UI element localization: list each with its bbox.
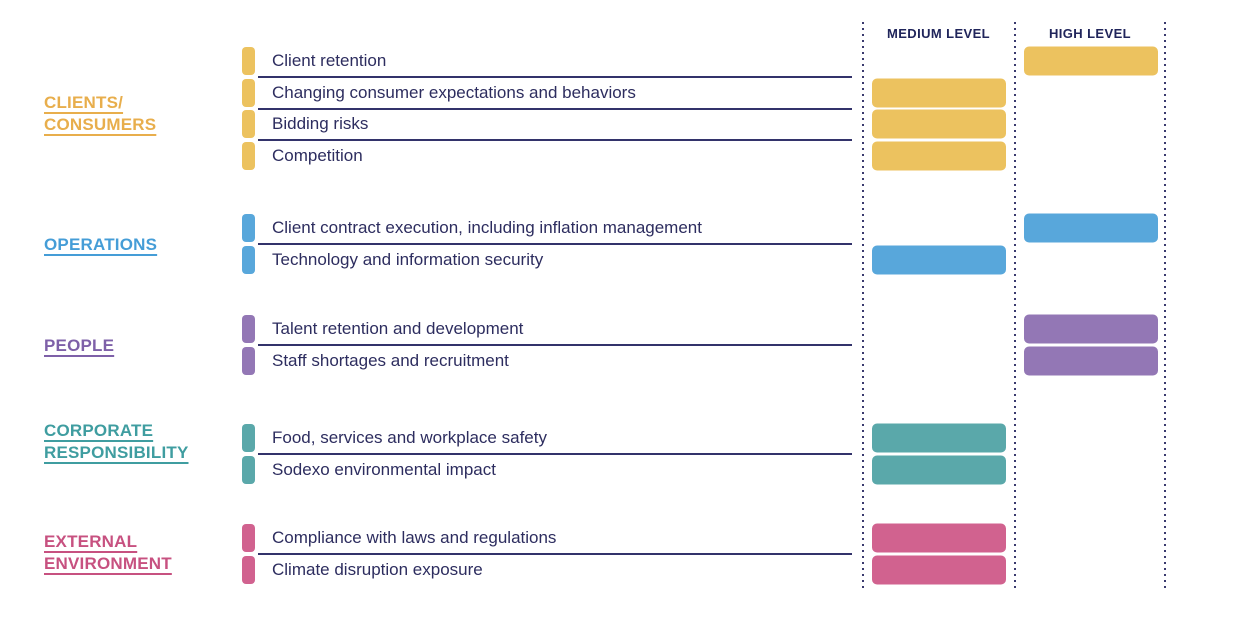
risk-level-bar-high bbox=[1024, 314, 1158, 344]
category-label-line[interactable]: PEOPLE bbox=[44, 336, 115, 355]
category-label-external-environment[interactable]: EXTERNAL ENVIRONMENT bbox=[44, 531, 254, 575]
dotted-separator-middle bbox=[1014, 22, 1016, 588]
row-divider bbox=[258, 107, 852, 110]
dotted-separator-right bbox=[1164, 22, 1166, 588]
category-color-chip bbox=[242, 142, 255, 171]
risk-label: Client retention bbox=[272, 50, 387, 70]
category-label-line[interactable]: EXTERNAL bbox=[44, 532, 138, 551]
risk-group-people: Talent retention and development Staff s… bbox=[0, 313, 1240, 377]
risk-row: Client contract execution, including inf… bbox=[0, 212, 1240, 245]
risk-label: Client contract execution, including inf… bbox=[272, 218, 702, 237]
risk-level-bar-medium bbox=[872, 555, 1006, 585]
risk-level-bar-medium bbox=[872, 78, 1006, 108]
row-divider bbox=[258, 344, 852, 346]
category-color-chip bbox=[242, 424, 255, 452]
risk-row: Technology and information security bbox=[0, 244, 1240, 276]
category-color-chip bbox=[242, 78, 255, 107]
risk-row: Competition bbox=[0, 140, 1240, 172]
risk-level-bar-medium bbox=[872, 109, 1006, 139]
category-label-line[interactable]: RESPONSIBILITY bbox=[44, 443, 189, 462]
risk-label: Changing consumer expectations and behav… bbox=[272, 82, 636, 102]
category-color-chip bbox=[242, 556, 255, 584]
risk-level-bar-high bbox=[1024, 213, 1158, 243]
category-color-chip bbox=[242, 46, 255, 75]
risk-group-external-environment: Compliance with laws and regulations Cli… bbox=[0, 522, 1240, 586]
row-divider bbox=[258, 553, 852, 555]
risk-group-clients-consumers: Client retention Changing consumer expec… bbox=[0, 45, 1240, 172]
category-color-chip bbox=[242, 524, 255, 552]
category-label-corporate-responsibility[interactable]: CORPORATE RESPONSIBILITY bbox=[44, 420, 254, 464]
category-color-chip bbox=[242, 110, 255, 139]
category-color-chip bbox=[242, 315, 255, 343]
category-color-chip bbox=[242, 246, 255, 274]
risk-level-bar-high bbox=[1024, 346, 1158, 376]
category-label-line[interactable]: CLIENTS/ bbox=[44, 93, 124, 112]
risk-group-operations: Client contract execution, including inf… bbox=[0, 212, 1240, 276]
category-color-chip bbox=[242, 456, 255, 484]
risk-level-bar-medium bbox=[872, 245, 1006, 275]
high-level-column-header: HIGH LEVEL bbox=[1048, 26, 1131, 41]
row-divider bbox=[258, 75, 852, 78]
risk-label: Compliance with laws and regulations bbox=[272, 528, 557, 547]
category-color-chip bbox=[242, 214, 255, 242]
risk-row: Talent retention and development bbox=[0, 313, 1240, 346]
category-label-line[interactable]: OPERATIONS bbox=[44, 235, 158, 254]
category-label-line[interactable]: ENVIRONMENT bbox=[44, 554, 172, 573]
risk-label: Sodexo environmental impact bbox=[272, 460, 496, 479]
category-color-chip bbox=[242, 347, 255, 375]
risk-level-bar-medium bbox=[872, 523, 1006, 553]
category-label-people[interactable]: PEOPLE bbox=[44, 335, 254, 357]
risk-label: Food, services and workplace safety bbox=[272, 428, 547, 447]
row-divider bbox=[258, 139, 852, 142]
risk-label: Competition bbox=[272, 146, 363, 166]
risk-row: Sodexo environmental impact bbox=[0, 454, 1240, 486]
risk-row: Staff shortages and recruitment bbox=[0, 345, 1240, 377]
category-label-line[interactable]: CONSUMERS bbox=[44, 115, 157, 134]
risk-row: Client retention bbox=[0, 45, 1240, 78]
risk-level-bar-medium bbox=[872, 141, 1006, 171]
risk-row: Compliance with laws and regulations bbox=[0, 522, 1240, 555]
risk-level-bar-medium bbox=[872, 455, 1006, 485]
risk-label: Bidding risks bbox=[272, 114, 369, 134]
risk-label: Staff shortages and recruitment bbox=[272, 351, 509, 370]
risk-level-bar-medium bbox=[872, 423, 1006, 453]
medium-level-column-header: MEDIUM LEVEL bbox=[886, 26, 991, 41]
risk-row: Food, services and workplace safety bbox=[0, 422, 1240, 455]
risk-row: Bidding risks bbox=[0, 109, 1240, 142]
category-label-clients-consumers[interactable]: CLIENTS/ CONSUMERS bbox=[44, 92, 254, 136]
row-divider bbox=[258, 453, 852, 455]
risk-group-corporate-responsibility: Food, services and workplace safety Sode… bbox=[0, 422, 1240, 486]
category-label-line[interactable]: CORPORATE bbox=[44, 421, 154, 440]
category-label-operations[interactable]: OPERATIONS bbox=[44, 234, 254, 256]
risk-row: Changing consumer expectations and behav… bbox=[0, 77, 1240, 110]
risk-level-bar-high bbox=[1024, 46, 1158, 76]
risk-label: Talent retention and development bbox=[272, 319, 524, 338]
risk-row: Climate disruption exposure bbox=[0, 554, 1240, 586]
risk-label: Climate disruption exposure bbox=[272, 560, 483, 579]
row-divider bbox=[258, 243, 852, 245]
dotted-separator-left bbox=[862, 22, 864, 588]
risk-label: Technology and information security bbox=[272, 250, 544, 269]
